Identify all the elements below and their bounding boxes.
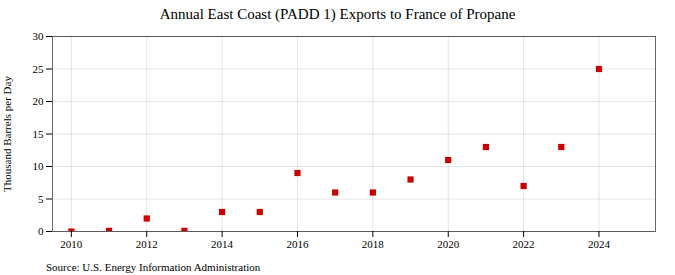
svg-text:2024: 2024: [588, 238, 611, 250]
svg-text:25: 25: [33, 63, 45, 75]
svg-text:2014: 2014: [211, 238, 234, 250]
svg-text:30: 30: [33, 30, 45, 42]
svg-text:2018: 2018: [362, 238, 385, 250]
svg-text:5: 5: [38, 193, 44, 205]
svg-text:0: 0: [38, 225, 44, 237]
svg-text:10: 10: [33, 160, 45, 172]
svg-text:2016: 2016: [286, 238, 309, 250]
svg-text:2020: 2020: [437, 238, 460, 250]
svg-text:2010: 2010: [60, 238, 83, 250]
html-text:Annual East Coast (PADD 1) Exp: Annual East Coast (PADD 1) Exports to Fr…: [159, 6, 516, 22]
svg-text:Thousand Barrels per Day: Thousand Barrels per Day: [1, 76, 13, 192]
html-text:Source: U.S. Energy Informatio: Source: U.S. Energy Information Administ…: [46, 261, 261, 273]
svg-text:20: 20: [33, 95, 45, 107]
svg-text:2022: 2022: [513, 238, 535, 250]
svg-text:15: 15: [33, 128, 45, 140]
svg-text:2012: 2012: [136, 238, 158, 250]
